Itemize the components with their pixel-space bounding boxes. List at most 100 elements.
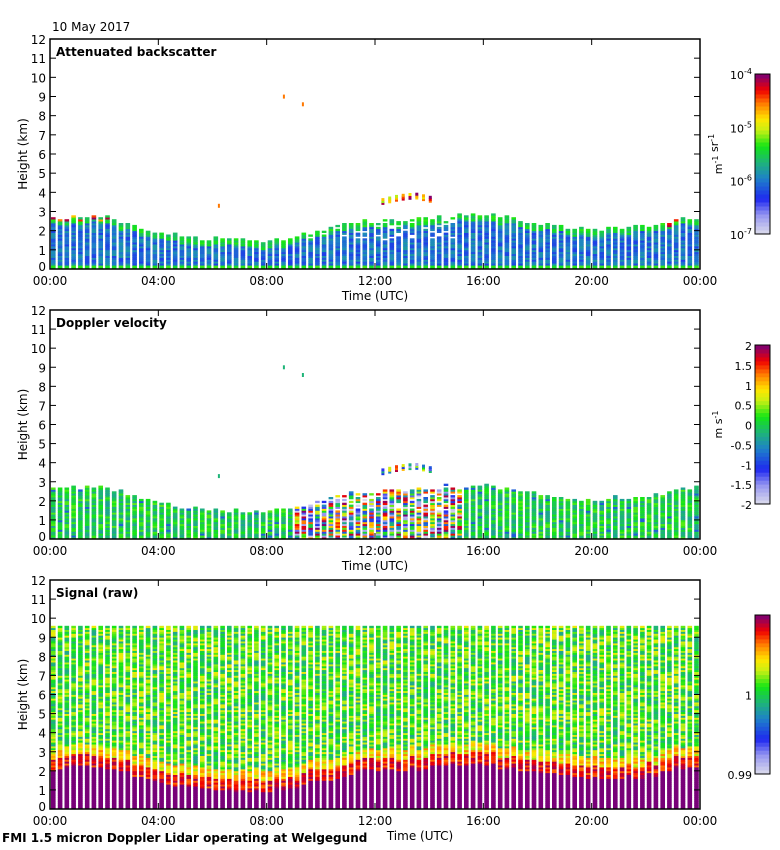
- exponent: -6: [744, 174, 752, 183]
- x-tick-label: 08:00: [249, 274, 284, 288]
- backscatter-cell: [531, 263, 537, 266]
- velocity-cell: [57, 531, 63, 534]
- data-column: [579, 226, 584, 270]
- backscatter-cell: [403, 257, 408, 260]
- backscatter-cell: [111, 240, 117, 243]
- backscatter-cell: [254, 261, 259, 264]
- backscatter-cell: [694, 253, 699, 256]
- data-column: [667, 491, 672, 540]
- backscatter-cell: [443, 224, 449, 228]
- backscatter-cell: [450, 259, 456, 262]
- backscatter-cell: [585, 232, 591, 235]
- velocity-cell: [301, 512, 307, 515]
- backscatter-cell: [84, 265, 90, 268]
- backscatter-cell: [308, 255, 313, 258]
- velocity-cell: [416, 504, 422, 507]
- backscatter-cell: [125, 255, 131, 258]
- velocity-cell: [172, 508, 178, 511]
- velocity-cell: [497, 529, 503, 532]
- backscatter-cell: [98, 240, 103, 243]
- velocity-cell: [477, 491, 483, 494]
- backscatter-cell: [179, 257, 185, 260]
- velocity-cell: [172, 531, 178, 534]
- backscatter-cell: [599, 249, 604, 253]
- velocity-cell: [281, 535, 286, 538]
- velocity-cell: [98, 493, 103, 496]
- velocity-cell: [491, 510, 496, 513]
- data-column: [484, 483, 489, 540]
- backscatter-cell: [436, 238, 442, 241]
- backscatter-cell: [125, 253, 131, 256]
- backscatter-cell: [477, 253, 483, 256]
- velocity-cell: [552, 506, 557, 509]
- velocity-cell: [328, 535, 334, 538]
- velocity-cell: [491, 525, 496, 528]
- backscatter-cell: [660, 259, 665, 262]
- velocity-cell: [348, 533, 354, 536]
- backscatter-cell: [342, 236, 347, 239]
- y-tick-label: 4: [38, 457, 46, 471]
- velocity-cell: [186, 510, 191, 513]
- backscatter-cell: [687, 244, 693, 247]
- backscatter-cell: [545, 230, 550, 233]
- velocity-cell: [172, 529, 178, 532]
- velocity-cell: [348, 500, 354, 504]
- velocity-cell: [403, 491, 408, 494]
- backscatter-cell: [687, 265, 693, 268]
- backscatter-cell: [382, 249, 388, 253]
- colorbar-cell: [755, 210, 770, 215]
- backscatter-cell: [470, 228, 476, 232]
- velocity-cell: [328, 521, 334, 525]
- velocity-cell: [430, 531, 435, 534]
- backscatter-cell: [71, 215, 76, 218]
- velocity-cell: [193, 535, 198, 538]
- backscatter-cell: [538, 242, 544, 245]
- backscatter-cell: [464, 261, 469, 264]
- data-column: [504, 215, 510, 270]
- backscatter-cell: [369, 234, 374, 237]
- backscatter-cell: [558, 263, 564, 266]
- backscatter-cell: [220, 257, 225, 260]
- velocity-cell: [579, 500, 584, 504]
- velocity-cell: [64, 521, 70, 525]
- velocity-cell: [342, 525, 347, 528]
- velocity-cell: [396, 533, 401, 536]
- backscatter-cell: [254, 263, 259, 266]
- backscatter-cell: [443, 265, 449, 268]
- backscatter-cell: [585, 244, 591, 247]
- velocity-cell: [132, 519, 137, 523]
- backscatter-cell: [660, 244, 665, 247]
- colorbar: 10-710-610-510-4m-1 sr-1: [707, 67, 771, 242]
- velocity-cell: [389, 527, 395, 530]
- velocity-cell: [179, 514, 185, 517]
- backscatter-cell: [376, 253, 381, 256]
- velocity-cell: [98, 485, 103, 488]
- backscatter-cell: [193, 242, 198, 245]
- backscatter-cell: [145, 261, 151, 264]
- velocity-cell: [213, 529, 219, 532]
- velocity-cell: [206, 531, 212, 534]
- backscatter-cell: [315, 234, 320, 237]
- backscatter-cell: [497, 238, 503, 241]
- backscatter-cell: [166, 249, 171, 253]
- velocity-cell: [470, 510, 476, 513]
- backscatter-cell: [538, 230, 544, 233]
- velocity-cell: [457, 525, 462, 528]
- backscatter-cell: [484, 223, 489, 226]
- velocity-cell: [687, 506, 693, 509]
- backscatter-cell: [71, 217, 76, 220]
- date-label: 10 May 2017: [52, 20, 131, 34]
- velocity-cell: [111, 508, 117, 511]
- velocity-cell: [328, 533, 334, 536]
- backscatter-cell: [369, 238, 374, 241]
- backscatter-cell: [362, 257, 368, 260]
- backscatter-cell: [673, 263, 679, 266]
- backscatter-cell: [233, 263, 239, 266]
- backscatter-cell: [355, 234, 361, 237]
- velocity-cell: [98, 502, 103, 505]
- backscatter-cell: [98, 257, 103, 260]
- backscatter-cell: [694, 263, 699, 266]
- velocity-cell: [430, 527, 435, 530]
- velocity-cell: [132, 504, 137, 507]
- velocity-cell: [328, 512, 334, 515]
